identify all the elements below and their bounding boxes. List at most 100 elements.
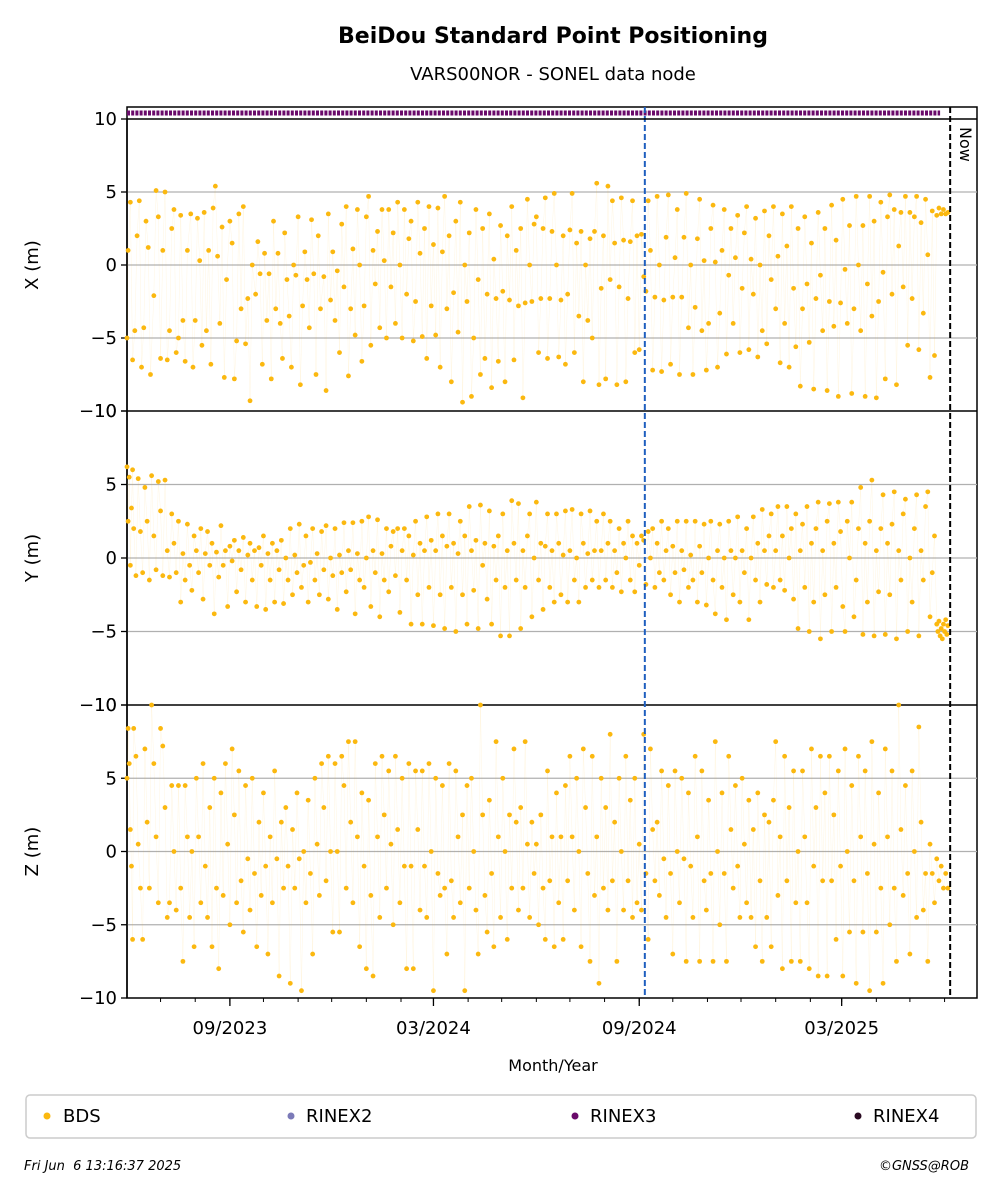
series-connector xyxy=(328,756,331,852)
series-connector xyxy=(167,902,170,918)
series-connector xyxy=(229,221,233,244)
bds-point xyxy=(184,248,190,253)
series-connector xyxy=(791,528,794,600)
bds-point xyxy=(724,617,729,623)
bds-point xyxy=(424,915,430,920)
y-tick-label: 5 xyxy=(106,768,117,789)
bds-point xyxy=(478,502,483,508)
bds-point xyxy=(410,338,416,344)
series-connector xyxy=(292,829,296,889)
bds-point xyxy=(155,479,161,484)
bds-point xyxy=(140,937,146,942)
bds-point xyxy=(616,526,622,531)
bds-point xyxy=(516,501,521,507)
series-connector xyxy=(598,288,602,385)
series-connector xyxy=(249,264,253,401)
series-connector xyxy=(515,250,519,306)
series-connector xyxy=(737,866,741,918)
series-connector xyxy=(730,228,734,324)
bds-point xyxy=(634,900,640,906)
bds-point xyxy=(393,321,398,326)
series-connector xyxy=(417,543,421,595)
series-connector xyxy=(513,543,517,581)
series-connector xyxy=(282,232,285,359)
bds-point xyxy=(717,521,723,527)
bds-point xyxy=(607,518,613,524)
bds-point xyxy=(887,192,893,198)
series-connector xyxy=(406,763,410,969)
series-connector xyxy=(167,550,170,578)
series-connector xyxy=(820,550,823,639)
series-connector xyxy=(473,851,477,911)
series-connector xyxy=(587,510,591,554)
series-connector xyxy=(468,506,472,551)
bds-point xyxy=(900,284,906,290)
series-connector xyxy=(337,851,340,933)
series-connector xyxy=(748,259,752,350)
bds-point xyxy=(703,367,709,373)
series-connector xyxy=(502,778,506,852)
series-connector xyxy=(927,491,931,617)
bds-point xyxy=(323,523,329,529)
series-connector xyxy=(343,206,347,287)
series-connector xyxy=(475,209,479,280)
bds-point xyxy=(674,518,680,524)
bds-point xyxy=(431,623,436,629)
bds-point xyxy=(719,790,725,796)
bds-point xyxy=(292,552,298,558)
bds-point xyxy=(636,562,642,568)
bds-point xyxy=(498,633,503,639)
series-connector xyxy=(529,264,533,302)
bds-point xyxy=(330,929,336,935)
bds-point xyxy=(938,211,944,217)
bds-point xyxy=(218,790,224,796)
series-connector xyxy=(876,301,879,398)
bds-point xyxy=(388,543,394,549)
bds-point xyxy=(482,540,488,546)
bds-point xyxy=(668,592,673,598)
series-connector xyxy=(744,206,747,233)
series-connector xyxy=(638,535,642,566)
series-connector xyxy=(779,836,783,969)
series-connector xyxy=(925,873,929,962)
bds-point xyxy=(334,268,340,274)
series-connector xyxy=(844,269,848,324)
series-connector xyxy=(565,510,568,603)
bds-point xyxy=(491,543,497,549)
bds-point xyxy=(860,632,866,637)
bds-point xyxy=(464,299,470,304)
series-connector xyxy=(594,521,597,551)
series-connector xyxy=(737,215,741,353)
bds-point xyxy=(442,626,448,631)
bds-point xyxy=(252,871,257,876)
series-connector xyxy=(813,528,817,603)
series-connector xyxy=(399,550,403,613)
bds-point xyxy=(594,834,600,840)
series-connector xyxy=(475,540,479,629)
series-connector xyxy=(366,196,369,217)
bds-point xyxy=(945,623,951,629)
bds-point xyxy=(730,885,736,891)
bds-point xyxy=(889,768,895,774)
series-connector xyxy=(493,546,497,581)
series-connector xyxy=(504,851,508,940)
bds-point xyxy=(370,973,376,979)
bds-point xyxy=(862,768,868,774)
bds-point xyxy=(661,297,667,303)
series-connector xyxy=(596,183,600,385)
series-connector xyxy=(227,844,231,925)
bds-point xyxy=(484,291,490,297)
series-connector xyxy=(824,228,828,391)
series-connector xyxy=(694,756,698,837)
series-connector xyxy=(350,822,354,903)
series-connector xyxy=(502,291,506,382)
series-connector xyxy=(238,550,242,570)
series-connector xyxy=(580,231,584,382)
bds-point xyxy=(189,587,195,593)
series-connector xyxy=(413,301,416,341)
series-connector xyxy=(654,822,658,881)
series-connector xyxy=(723,557,727,620)
series-connector xyxy=(690,866,694,918)
series-connector xyxy=(300,305,303,385)
series-connector xyxy=(558,836,562,903)
